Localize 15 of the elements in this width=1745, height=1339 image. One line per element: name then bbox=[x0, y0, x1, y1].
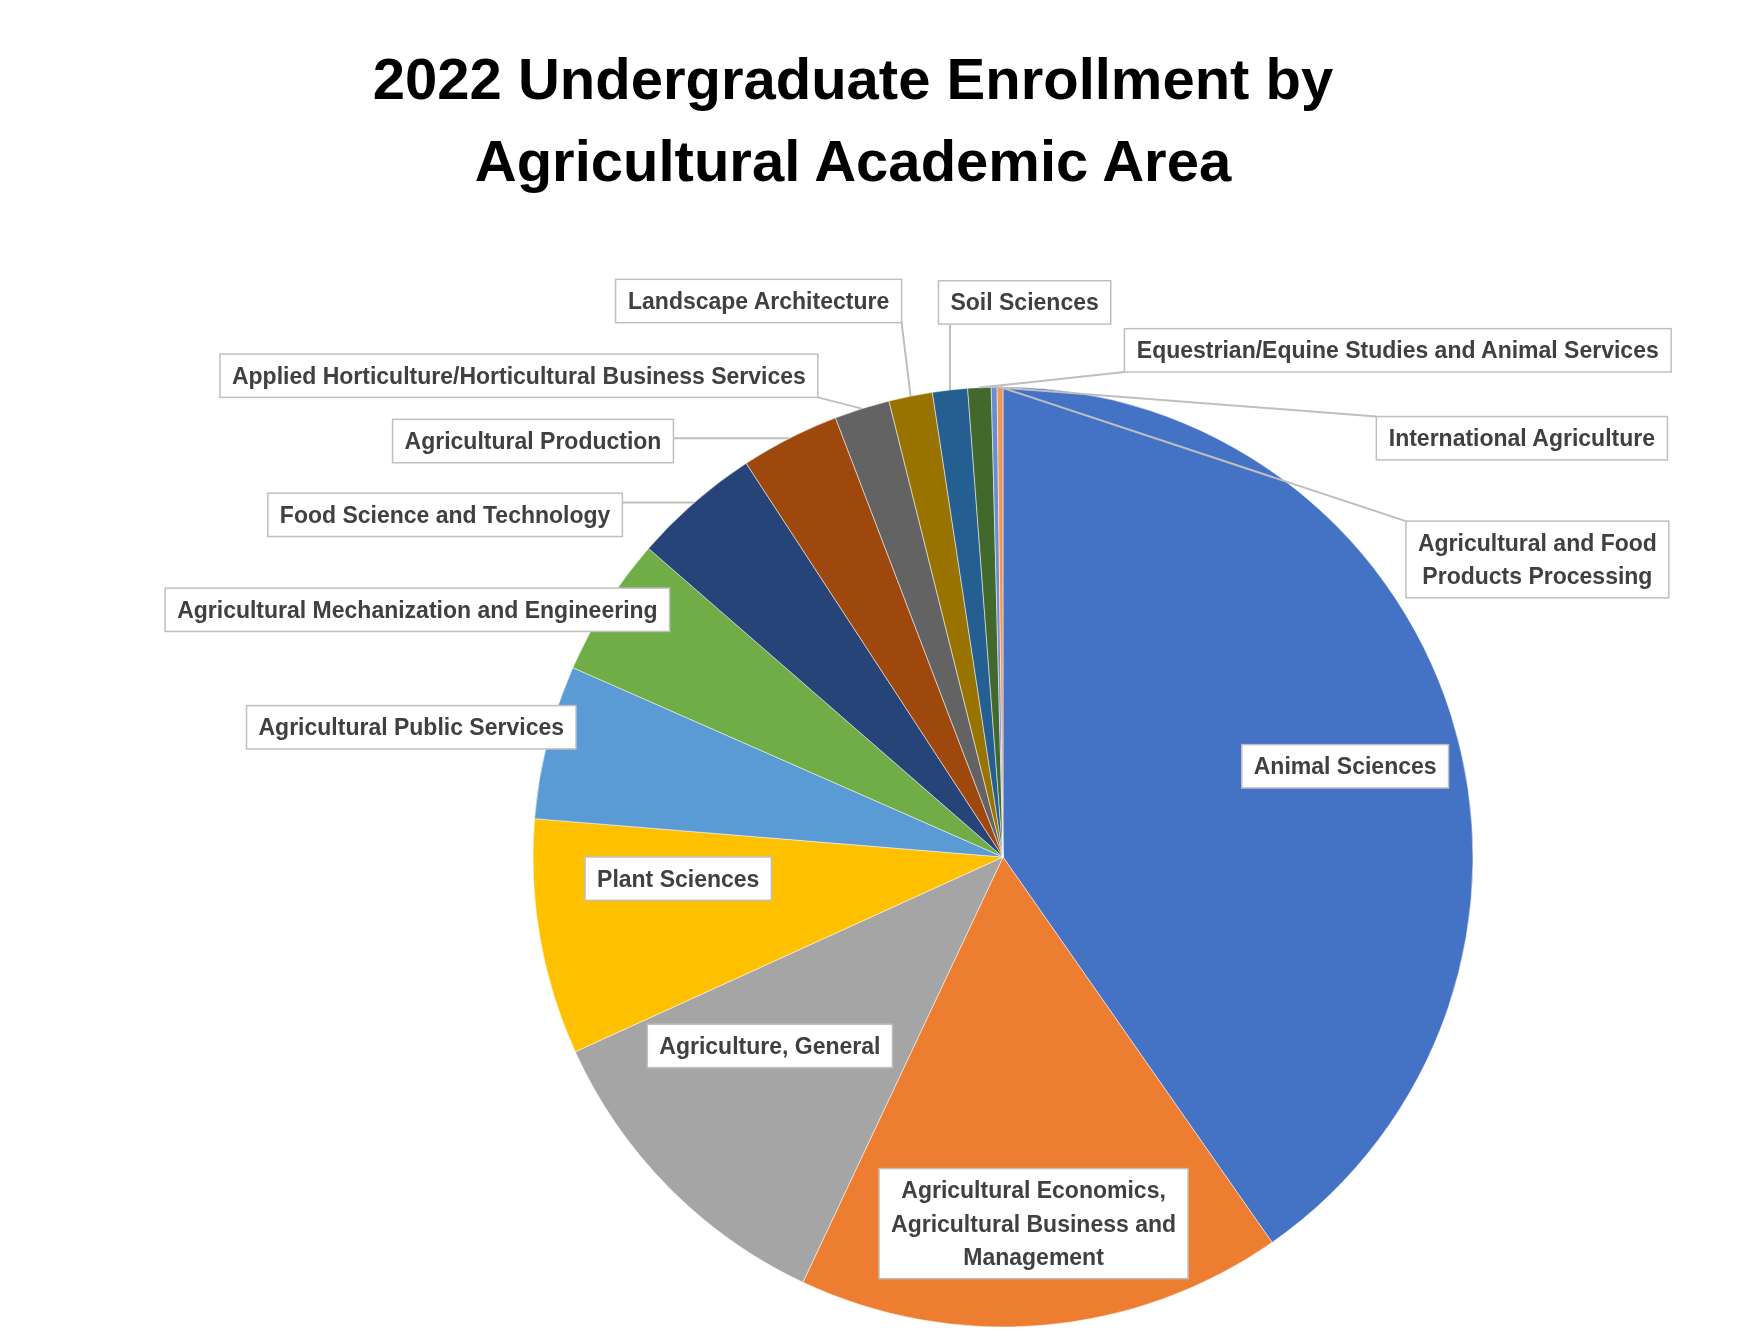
slice-label: International Agriculture bbox=[1388, 425, 1655, 452]
slice-label: Agricultural Economics, Agricultural Business and Management bbox=[891, 1177, 1177, 1270]
slice-label: Agricultural Production bbox=[404, 428, 662, 455]
slice-label: Equestrian/Equine Studies and Animal Services bbox=[1136, 337, 1659, 364]
slice-label: Food Science and Technology bbox=[279, 501, 611, 528]
slice-label: Landscape Architecture bbox=[628, 287, 890, 314]
slice-label: Animal Sciences bbox=[1253, 753, 1437, 780]
chart-title: 2022 Undergraduate Enrollment by Agricultural Academic Area bbox=[371, 45, 1335, 195]
slice-label: Agricultural Public Services bbox=[258, 714, 565, 741]
slice-label: Plant Sciences bbox=[597, 865, 760, 892]
slice-label: Agricultural and Food Products Processing bbox=[1417, 529, 1657, 590]
slice-label: Applied Horticulture/Horticultural Business Services bbox=[231, 362, 806, 389]
slice-label: Soil Sciences bbox=[950, 289, 1099, 316]
slice-label: Agricultural Mechanization and Engineering bbox=[177, 596, 658, 623]
slice-label: Agriculture, General bbox=[659, 1032, 881, 1059]
